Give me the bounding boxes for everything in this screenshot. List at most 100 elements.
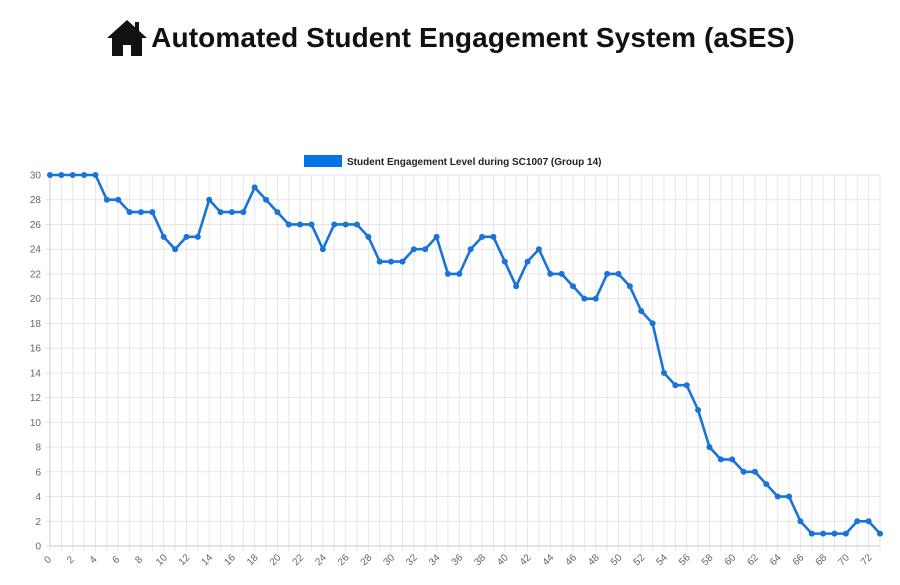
data-point[interactable] [422, 246, 429, 253]
data-point[interactable] [649, 320, 656, 327]
data-point[interactable] [729, 456, 736, 463]
data-point[interactable] [683, 382, 690, 389]
data-point[interactable] [81, 172, 88, 178]
data-point[interactable] [660, 369, 667, 376]
data-point[interactable] [877, 530, 883, 537]
data-point[interactable] [831, 530, 838, 537]
data-point[interactable] [353, 221, 360, 228]
data-point[interactable] [172, 246, 179, 253]
data-point[interactable] [433, 233, 440, 240]
data-point[interactable] [865, 518, 872, 525]
data-point[interactable] [626, 283, 633, 290]
data-point[interactable] [183, 233, 190, 240]
x-tick-label: 62 [745, 552, 761, 568]
data-point[interactable] [763, 481, 770, 488]
data-point[interactable] [808, 530, 815, 537]
data-point[interactable] [399, 258, 406, 265]
data-point[interactable] [217, 209, 224, 216]
data-point[interactable] [570, 283, 577, 290]
data-point[interactable] [376, 258, 383, 265]
data-point[interactable] [285, 221, 292, 228]
x-tick-label: 20 [268, 552, 284, 568]
data-point[interactable] [547, 270, 554, 277]
data-point[interactable] [308, 221, 315, 228]
header: Automated Student Engagement System (aSE… [0, 12, 900, 64]
data-point[interactable] [206, 196, 213, 203]
grid-lines [45, 174, 881, 551]
data-point[interactable] [319, 246, 326, 253]
data-point[interactable] [558, 270, 565, 277]
data-point[interactable] [786, 493, 793, 500]
data-point[interactable] [274, 209, 281, 216]
data-point[interactable] [297, 221, 304, 228]
data-point[interactable] [854, 518, 861, 525]
data-point[interactable] [797, 518, 804, 525]
x-tick-label: 16 [222, 552, 238, 568]
x-tick-label: 2 [65, 554, 77, 566]
data-point[interactable] [717, 456, 724, 463]
x-tick-label: 56 [677, 552, 693, 568]
data-point[interactable] [501, 258, 508, 265]
data-point[interactable] [263, 196, 270, 203]
data-point[interactable] [365, 233, 372, 240]
x-tick-label: 6 [111, 554, 123, 566]
data-point[interactable] [513, 283, 520, 290]
data-point[interactable] [479, 233, 486, 240]
data-point[interactable] [581, 295, 588, 302]
data-point[interactable] [126, 209, 133, 216]
y-tick-label: 6 [35, 467, 41, 478]
data-point[interactable] [410, 246, 417, 253]
data-point[interactable] [240, 209, 247, 216]
data-point[interactable] [820, 530, 827, 537]
data-point[interactable] [149, 209, 156, 216]
legend[interactable]: Student Engagement Level during SC1007 (… [304, 155, 602, 168]
y-tick-label: 10 [30, 418, 42, 429]
data-point[interactable] [456, 270, 463, 277]
data-point[interactable] [388, 258, 395, 265]
x-tick-label: 70 [836, 552, 852, 568]
data-point[interactable] [69, 172, 76, 178]
data-point[interactable] [615, 270, 622, 277]
x-tick-label: 32 [404, 552, 420, 568]
data-point[interactable] [672, 382, 679, 389]
data-point[interactable] [444, 270, 451, 277]
x-tick-label: 22 [291, 552, 307, 568]
x-tick-label: 40 [495, 552, 511, 568]
data-point[interactable] [524, 258, 531, 265]
data-point[interactable] [842, 530, 849, 537]
legend-label[interactable]: Student Engagement Level during SC1007 (… [347, 157, 602, 168]
data-point[interactable] [115, 196, 122, 203]
legend-swatch[interactable] [304, 155, 342, 167]
data-point[interactable] [490, 233, 497, 240]
data-point[interactable] [706, 444, 713, 451]
x-tick-label: 66 [791, 552, 807, 568]
data-point[interactable] [47, 172, 53, 178]
data-point[interactable] [331, 221, 338, 228]
x-tick-label: 10 [154, 552, 170, 568]
data-point[interactable] [194, 233, 201, 240]
data-point[interactable] [751, 468, 758, 475]
data-point[interactable] [160, 233, 167, 240]
data-point[interactable] [251, 184, 258, 191]
data-point[interactable] [638, 308, 645, 315]
x-tick-label: 50 [609, 552, 625, 568]
data-point[interactable] [467, 246, 474, 253]
data-point[interactable] [740, 468, 747, 475]
x-tick-label: 72 [859, 552, 875, 568]
x-tick-label: 54 [654, 552, 670, 568]
data-point[interactable] [92, 172, 99, 178]
x-tick-label: 48 [586, 552, 602, 568]
data-point[interactable] [604, 270, 611, 277]
data-point[interactable] [342, 221, 349, 228]
x-tick-label: 14 [200, 552, 216, 568]
data-point[interactable] [695, 406, 702, 413]
data-point[interactable] [228, 209, 235, 216]
y-tick-label: 8 [35, 443, 41, 454]
data-point[interactable] [137, 209, 144, 216]
data-point[interactable] [592, 295, 599, 302]
home-icon[interactable] [105, 18, 149, 58]
data-point[interactable] [774, 493, 781, 500]
data-point[interactable] [103, 196, 110, 203]
data-point[interactable] [535, 246, 542, 253]
data-point[interactable] [58, 172, 65, 178]
